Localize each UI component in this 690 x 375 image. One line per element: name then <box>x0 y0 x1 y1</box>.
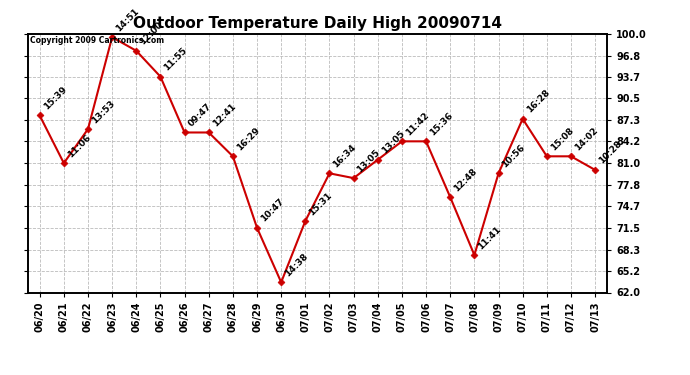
Text: 13:53: 13:53 <box>90 98 117 125</box>
Text: 15:36: 15:36 <box>428 111 455 137</box>
Text: 11:41: 11:41 <box>476 224 503 251</box>
Text: 16:34: 16:34 <box>331 142 358 169</box>
Text: 10:28: 10:28 <box>597 140 624 166</box>
Text: 12:41: 12:41 <box>210 102 237 128</box>
Text: 09:47: 09:47 <box>186 102 213 128</box>
Text: 12:48: 12:48 <box>452 166 479 193</box>
Text: 11:42: 11:42 <box>404 111 431 137</box>
Text: 10:47: 10:47 <box>259 197 286 224</box>
Text: 10:56: 10:56 <box>500 143 527 169</box>
Text: 16:28: 16:28 <box>524 88 551 115</box>
Text: 11:06: 11:06 <box>66 132 92 159</box>
Text: 14:38: 14:38 <box>283 252 310 278</box>
Text: 14:02: 14:02 <box>573 126 600 152</box>
Text: Copyright 2009 Cartronics.com: Copyright 2009 Cartronics.com <box>30 36 165 45</box>
Text: 12:00: 12:00 <box>138 20 165 47</box>
Text: 13:05: 13:05 <box>355 147 382 174</box>
Text: 15:08: 15:08 <box>549 126 575 152</box>
Text: 16:29: 16:29 <box>235 126 262 152</box>
Title: Outdoor Temperature Daily High 20090714: Outdoor Temperature Daily High 20090714 <box>133 16 502 31</box>
Text: 15:31: 15:31 <box>307 190 334 217</box>
Text: 14:51: 14:51 <box>114 6 141 33</box>
Text: 13:05: 13:05 <box>380 129 406 156</box>
Text: 11:55: 11:55 <box>162 46 189 73</box>
Text: 15:39: 15:39 <box>41 85 68 111</box>
